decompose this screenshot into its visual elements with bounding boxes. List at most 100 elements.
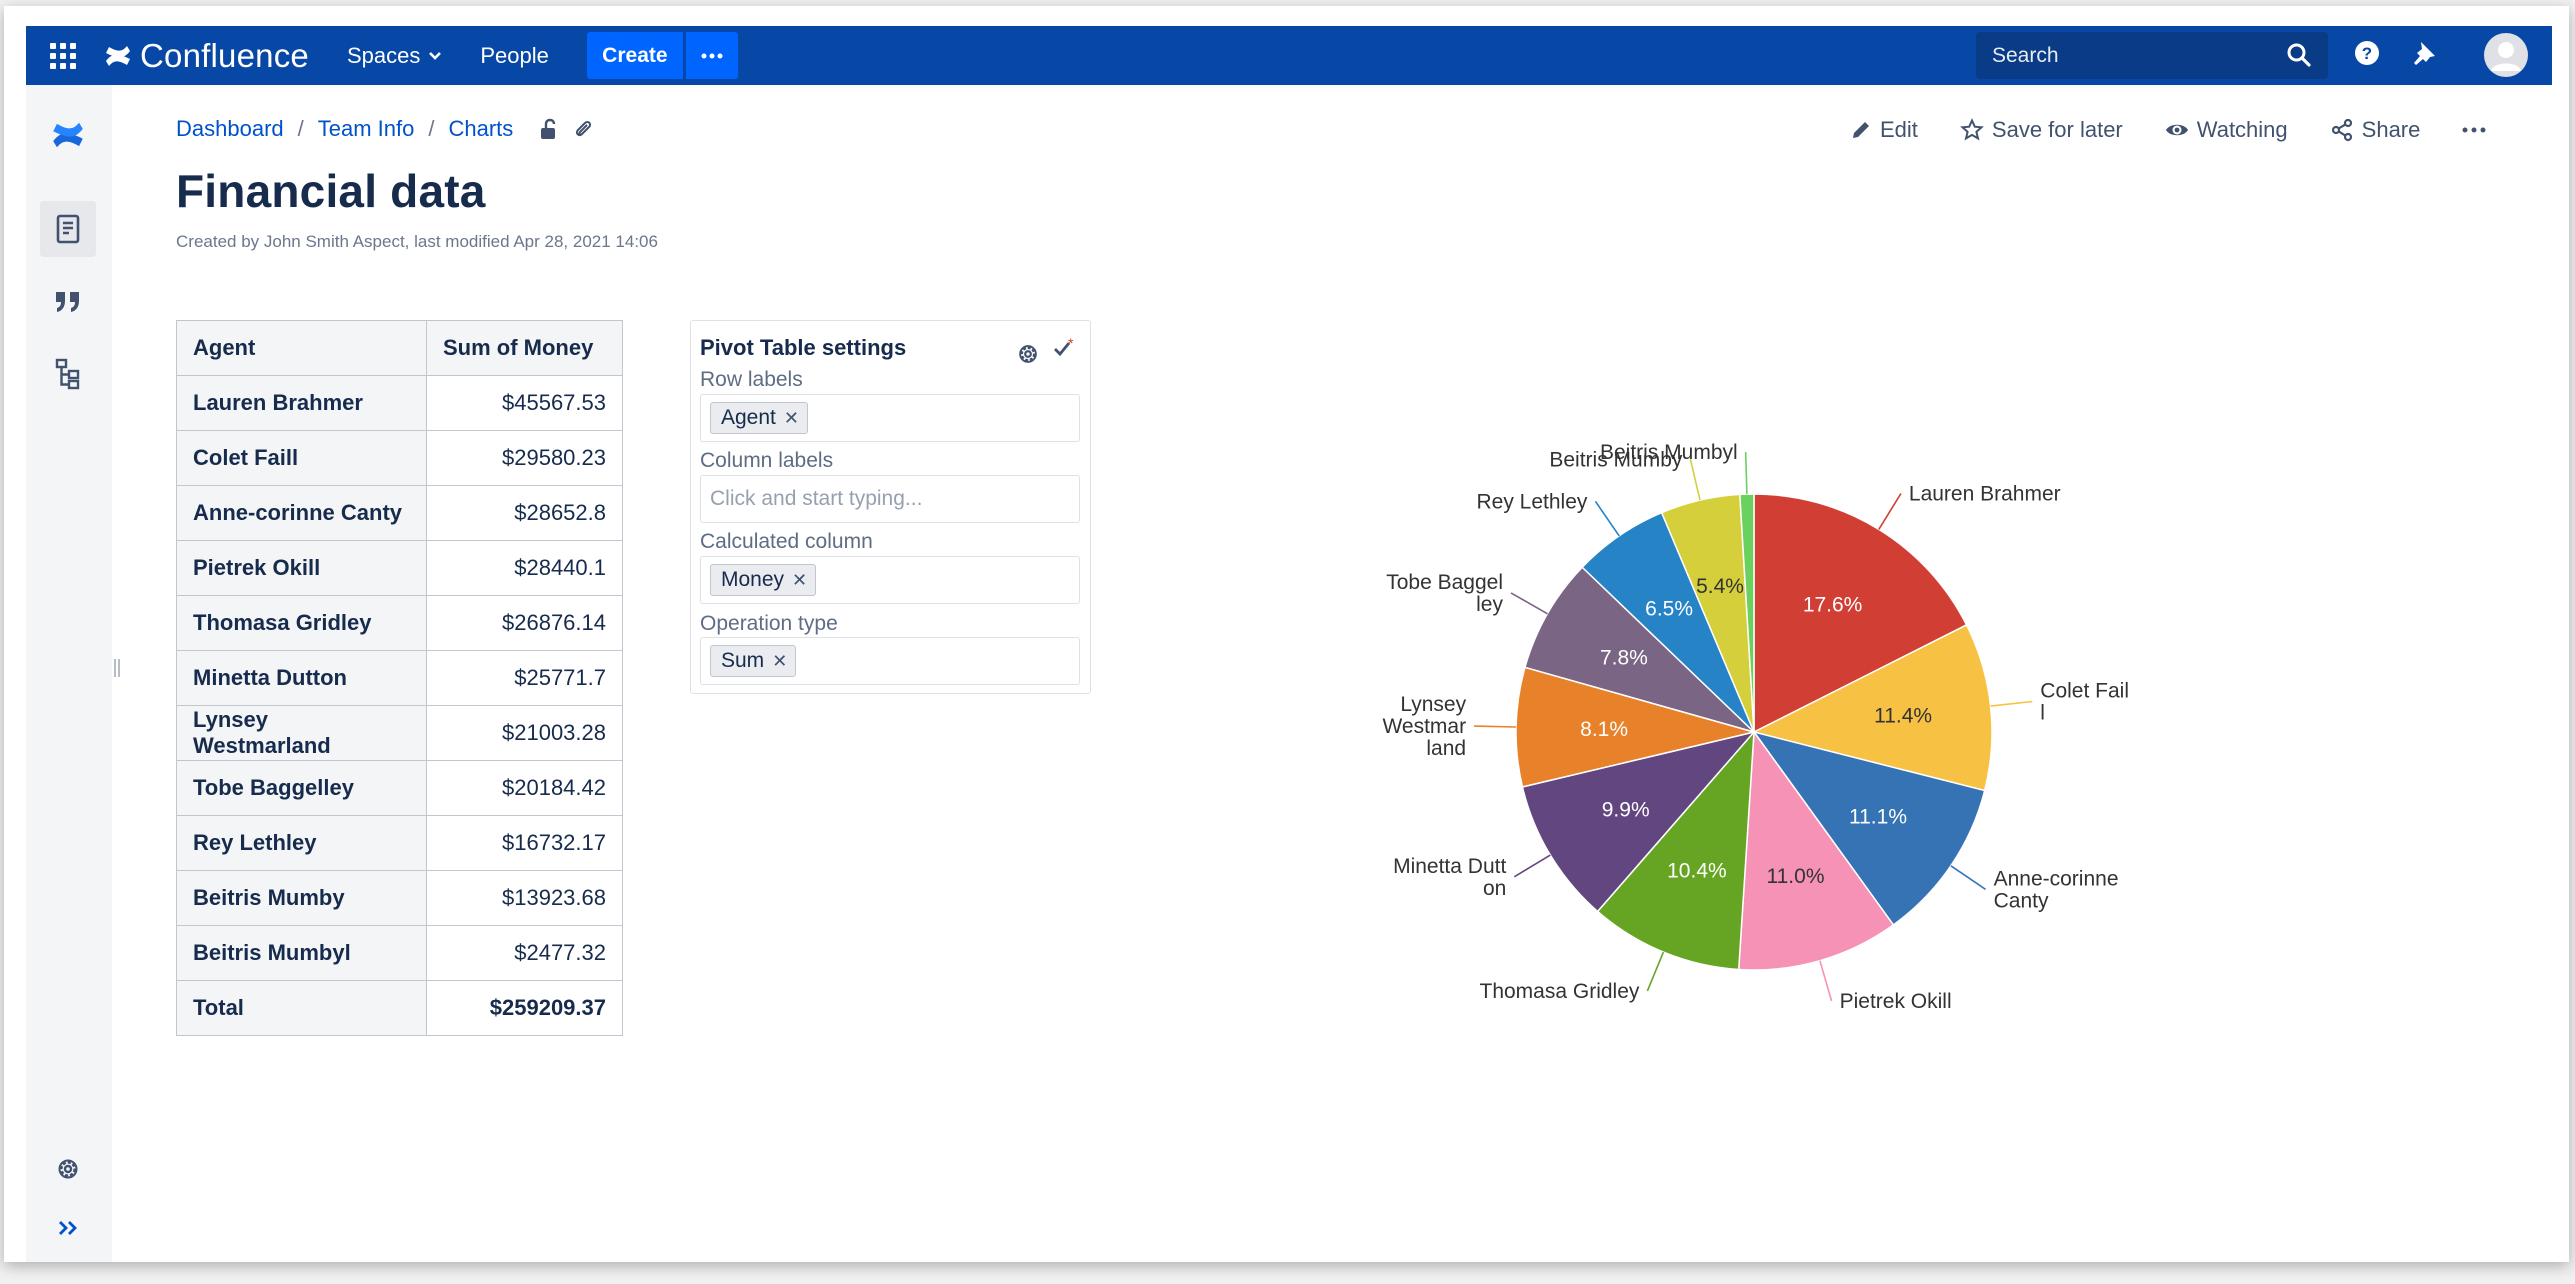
breadcrumb-separator: / xyxy=(428,116,435,141)
app-switcher-icon[interactable] xyxy=(44,37,82,75)
checkmark-icon[interactable] xyxy=(1052,339,1072,359)
total-money-cell: $259209.37 xyxy=(426,980,623,1036)
pie-category-label-line: Thomasa Gridley xyxy=(1480,980,1640,1003)
pivot-settings-title: Pivot Table settings xyxy=(700,335,907,360)
agent-cell: Colet Faill xyxy=(176,430,427,486)
row-label-tag-text: Agent xyxy=(721,406,776,429)
pie-leader-line xyxy=(1510,592,1548,615)
pie-category-label-line: Lauren Brahmer xyxy=(1909,483,2061,506)
money-cell: $26876.14 xyxy=(426,595,623,651)
confluence-space-icon xyxy=(53,122,83,148)
pie-percent-label: 6.5% xyxy=(1645,597,1693,620)
pie-category-label-line: on xyxy=(1483,877,1506,900)
people-link[interactable]: People xyxy=(480,43,549,69)
attachment-icon[interactable] xyxy=(573,118,593,140)
svg-text:?: ? xyxy=(2362,44,2372,63)
user-avatar-icon xyxy=(2491,42,2521,71)
create-button[interactable]: Create xyxy=(586,32,683,79)
create-more-button[interactable] xyxy=(685,32,738,79)
pie-category-label: Pietrek Okill xyxy=(1840,990,1952,1013)
agent-cell: Rey Lethley xyxy=(176,815,427,871)
eye-icon xyxy=(2165,124,2188,136)
remove-tag-icon[interactable]: ✕ xyxy=(792,569,808,590)
sidebar-resize-handle[interactable] xyxy=(112,658,122,678)
notifications-icon[interactable] xyxy=(2409,38,2439,68)
left-sidebar-rail xyxy=(26,85,112,1262)
pie-percent-label: 9.9% xyxy=(1602,799,1650,822)
table-header-agent: Agent xyxy=(176,320,427,376)
spaces-menu[interactable]: Spaces xyxy=(347,43,442,69)
pie-leader-line xyxy=(1950,865,1987,891)
table-row: Pietrek Okill $28440.1 xyxy=(176,540,623,596)
operation-type-tag: Sum ✕ xyxy=(710,645,797,677)
more-horizontal-icon xyxy=(701,53,723,58)
agent-cell: Minetta Dutton xyxy=(176,650,427,706)
pie-percent-label: 7.8% xyxy=(1600,647,1648,670)
money-cell: $20184.42 xyxy=(426,760,623,816)
pie-category-label: Rey Lethley xyxy=(1476,490,1587,513)
pie-slice-anne-corinne-canty[interactable] xyxy=(1752,730,1986,926)
calculated-column-tag: Money ✕ xyxy=(710,564,817,596)
pie-slice-thomasa-gridley[interactable] xyxy=(1596,729,1755,971)
agent-cell: Thomasa Gridley xyxy=(176,595,427,651)
money-cell: $2477.32 xyxy=(426,925,623,981)
more-actions-button[interactable] xyxy=(2462,127,2494,133)
row-labels-field[interactable]: Agent ✕ xyxy=(700,394,1080,442)
search-input[interactable]: Search xyxy=(1976,32,2328,79)
agent-cell: Pietrek Okill xyxy=(176,540,427,596)
rail-pages[interactable] xyxy=(40,201,96,257)
breadcrumb-charts[interactable]: Charts xyxy=(448,116,514,141)
column-labels-field[interactable]: Click and start typing... xyxy=(700,475,1080,523)
breadcrumb-dashboard[interactable]: Dashboard xyxy=(176,116,284,141)
remove-tag-icon[interactable]: ✕ xyxy=(772,650,788,671)
money-cell: $28440.1 xyxy=(426,540,623,596)
row-label-tag: Agent ✕ xyxy=(710,402,808,434)
pie-category-label: Tobe Baggel ley xyxy=(1386,571,1503,616)
calculated-column-field[interactable]: Money ✕ xyxy=(700,556,1080,604)
pie-leader-line xyxy=(1594,500,1620,537)
help-icon[interactable]: ? xyxy=(2352,38,2382,68)
pie-category-label-line: Minetta Dutt xyxy=(1393,855,1506,878)
pie-slice-colet-faill[interactable] xyxy=(1751,623,1993,792)
pie-slice-pietrek-okill[interactable] xyxy=(1737,729,1895,971)
money-cell: $28652.8 xyxy=(426,485,623,541)
pie-category-label-line: Rey Lethley xyxy=(1476,490,1587,513)
column-labels-label: Column labels xyxy=(700,449,834,472)
pie-slice-lauren-brahmer[interactable] xyxy=(1753,493,1968,734)
space-logo[interactable] xyxy=(40,107,96,163)
pie-category-label: Minetta Dutt on xyxy=(1393,855,1506,900)
pie-leader-line xyxy=(1474,725,1517,728)
pie-category-label-line: land xyxy=(1426,737,1466,760)
table-row: Tobe Baggelley $20184.42 xyxy=(176,760,623,816)
pie-category-labels: Lauren Brahmer Colet Fail l Anne-corinne Can… xyxy=(1382,441,2129,1013)
share-button[interactable]: Share xyxy=(2330,117,2420,143)
table-row: Colet Faill $29580.23 xyxy=(176,430,623,486)
user-avatar[interactable] xyxy=(2484,33,2528,77)
table-row: Lynsey Westmarland $21003.28 xyxy=(176,705,623,761)
watching-label: Watching xyxy=(2196,117,2288,142)
rail-expand[interactable] xyxy=(40,1200,96,1256)
watching-button[interactable]: Watching xyxy=(2165,117,2288,143)
double-chevron-right-icon xyxy=(59,1221,77,1235)
agent-cell: Anne-corinne Canty xyxy=(176,485,427,541)
gear-icon[interactable] xyxy=(1015,341,1041,367)
search-placeholder: Search xyxy=(1992,43,2059,67)
breadcrumb-team-info[interactable]: Team Info xyxy=(317,116,415,141)
pie-leader-line xyxy=(1646,951,1665,992)
pie-percent-label: 11.1% xyxy=(1849,805,1907,828)
save-for-later-button[interactable]: Save for later xyxy=(1960,117,2123,143)
edit-button[interactable]: Edit xyxy=(1850,117,1918,143)
pie-leader-lines xyxy=(1474,452,2033,1002)
remove-tag-icon[interactable]: ✕ xyxy=(783,407,799,428)
rail-page-tree[interactable] xyxy=(40,346,96,402)
pie-slice-minetta-dutton[interactable] xyxy=(1521,730,1757,913)
pie-category-label-line: Tobe Baggel xyxy=(1386,571,1503,594)
pie-category-label: Beitris Mumbyl xyxy=(1600,441,1738,464)
rail-blog[interactable] xyxy=(40,274,96,330)
rail-settings[interactable] xyxy=(40,1141,96,1197)
pie-category-label-line: l xyxy=(2040,702,2045,725)
pie-slice-beitris-mumbyl[interactable] xyxy=(1739,493,1755,733)
confluence-logo[interactable]: Confluence xyxy=(104,37,309,75)
operation-type-field[interactable]: Sum ✕ xyxy=(700,637,1080,685)
unlock-icon[interactable] xyxy=(539,118,559,140)
